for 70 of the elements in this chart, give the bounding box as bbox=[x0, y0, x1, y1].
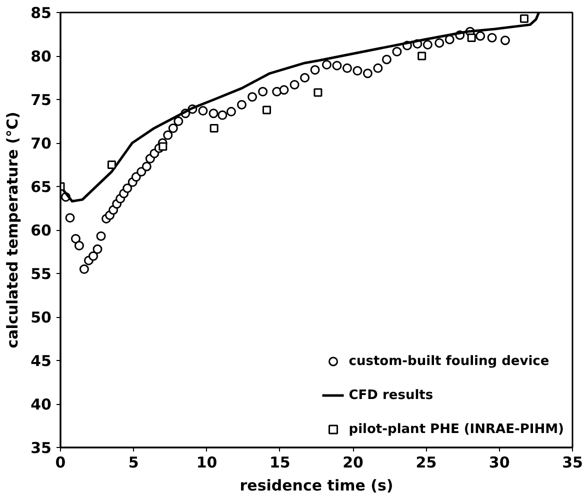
point bbox=[422, 40, 432, 50]
point bbox=[226, 106, 236, 116]
y-tick-label: 85 bbox=[30, 4, 52, 22]
x-tick-label: 20 bbox=[342, 454, 364, 472]
point bbox=[258, 86, 268, 96]
x-axis-title: residence time (s) bbox=[240, 476, 394, 494]
point bbox=[163, 130, 173, 140]
y-tick-label: 75 bbox=[30, 91, 52, 109]
point bbox=[248, 92, 258, 102]
point bbox=[342, 63, 352, 73]
point bbox=[300, 73, 310, 82]
y-tick-label: 80 bbox=[30, 48, 52, 66]
legend-label: custom-built fouling device bbox=[348, 354, 550, 368]
point bbox=[290, 80, 300, 90]
point bbox=[322, 60, 332, 70]
point bbox=[208, 108, 218, 118]
y-tick-label: 35 bbox=[30, 439, 52, 457]
point bbox=[314, 88, 322, 97]
point bbox=[352, 66, 362, 76]
y-tick-label: 60 bbox=[30, 222, 52, 240]
x-tick-label: 15 bbox=[269, 454, 290, 472]
point bbox=[500, 36, 510, 46]
y-axis-title: calculated temperature (°C) bbox=[4, 112, 22, 348]
point bbox=[70, 234, 80, 244]
point bbox=[174, 116, 184, 126]
point bbox=[332, 60, 342, 70]
y-tick-label: 65 bbox=[30, 178, 52, 196]
point bbox=[92, 244, 102, 254]
point bbox=[262, 106, 272, 114]
point bbox=[142, 162, 152, 172]
point bbox=[131, 172, 141, 182]
x-tick-label: 35 bbox=[562, 454, 583, 472]
y-tick-label: 50 bbox=[30, 308, 52, 326]
point bbox=[210, 124, 218, 132]
point bbox=[444, 34, 454, 44]
point bbox=[88, 251, 98, 261]
point bbox=[168, 123, 178, 133]
point bbox=[467, 33, 476, 42]
point bbox=[476, 31, 486, 41]
legend-label: CFD results bbox=[348, 388, 434, 402]
x-tick-label: 0 bbox=[55, 454, 66, 472]
point bbox=[362, 68, 372, 78]
point bbox=[218, 110, 228, 120]
point bbox=[198, 106, 208, 116]
y-tick-label: 40 bbox=[30, 396, 52, 414]
point bbox=[520, 14, 528, 23]
x-tick-label: 25 bbox=[416, 454, 437, 472]
point bbox=[382, 54, 392, 64]
y-tick-label: 55 bbox=[30, 265, 52, 283]
point bbox=[74, 240, 84, 250]
point bbox=[487, 32, 497, 42]
point bbox=[392, 46, 402, 56]
x-tick-label: 10 bbox=[196, 454, 218, 472]
x-tick-label: 30 bbox=[488, 454, 510, 472]
point bbox=[373, 63, 383, 73]
point bbox=[237, 100, 246, 110]
point bbox=[279, 85, 289, 95]
point bbox=[418, 52, 426, 60]
point bbox=[310, 65, 320, 75]
point bbox=[158, 142, 168, 151]
point bbox=[122, 184, 132, 193]
point bbox=[107, 160, 116, 169]
point bbox=[434, 38, 444, 48]
legend-label: pilot-plant PHE (INRAE-PIHM) bbox=[348, 422, 564, 436]
x-tick-label: 5 bbox=[128, 454, 139, 472]
point bbox=[65, 213, 75, 223]
point bbox=[96, 231, 106, 241]
y-tick-label: 45 bbox=[30, 352, 52, 370]
y-tick-label: 70 bbox=[30, 134, 52, 152]
point bbox=[79, 264, 89, 274]
